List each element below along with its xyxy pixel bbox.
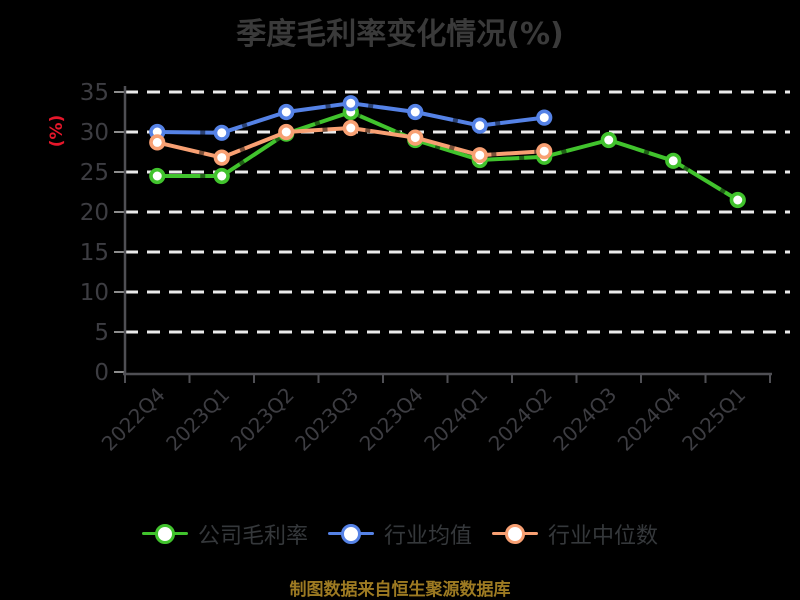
legend-item-行业均值[interactable]: 行业均值	[327, 518, 472, 550]
y-tick-label: 5	[94, 320, 109, 346]
data-point-公司毛利率-2024Q4	[665, 152, 682, 169]
legend-marker-icon	[141, 523, 188, 545]
x-tick-label: 2023Q3	[290, 383, 363, 456]
x-tick-label: 2025Q1	[677, 383, 750, 456]
legend-label: 行业均值	[383, 524, 472, 549]
data-point-公司毛利率-2024Q3	[600, 131, 617, 149]
y-tick-label: 35	[80, 80, 109, 106]
chart-title: 季度毛利率变化情况(%)	[236, 17, 564, 52]
data-point-行业中位数-2024Q1	[471, 147, 488, 164]
data-point-行业中位数-2023Q4	[407, 129, 424, 146]
legend: 公司毛利率 行业均值 行业中位数	[0, 518, 800, 550]
data-point-行业均值-2023Q3	[342, 95, 359, 112]
data-point-公司毛利率-2022Q4	[149, 167, 166, 185]
x-tick-label: 2023Q2	[226, 383, 299, 456]
x-tick-label: 2023Q4	[355, 383, 428, 456]
data-point-公司毛利率-2025Q1	[729, 191, 746, 209]
y-tick-label: 10	[80, 280, 109, 306]
legend-marker-icon	[492, 523, 538, 545]
data-point-公司毛利率-2023Q1	[213, 167, 230, 185]
series-line-公司毛利率	[155, 110, 740, 202]
legend-item-行业中位数[interactable]: 行业中位数	[492, 518, 658, 550]
data-point-行业中位数-2024Q2	[536, 143, 553, 160]
legend-item-公司毛利率[interactable]: 公司毛利率	[141, 518, 308, 550]
y-tick-label: 20	[80, 200, 109, 226]
data-point-行业均值-2023Q2	[278, 103, 295, 121]
x-tick-label: 2023Q1	[161, 383, 234, 456]
footer-credit: 制图数据来自恒生聚源数据库	[289, 580, 511, 600]
data-point-行业均值-2023Q1	[213, 124, 230, 141]
x-tick-label: 2022Q4	[97, 383, 170, 456]
y-tick-label: 30	[80, 120, 109, 146]
y-tick-label: 15	[80, 240, 109, 266]
legend-label: 公司毛利率	[197, 524, 308, 549]
data-point-行业均值-2024Q1	[471, 117, 488, 134]
legend-marker-icon	[327, 523, 374, 545]
x-tick-label: 2024Q2	[484, 383, 557, 456]
data-point-行业中位数-2022Q4	[149, 134, 166, 151]
y-tick-label: 25	[80, 160, 109, 186]
data-point-行业中位数-2023Q1	[213, 149, 230, 166]
y-tick-label: 0	[94, 360, 109, 386]
x-tick-label: 2024Q1	[419, 383, 492, 456]
legend-label: 行业中位数	[548, 524, 659, 549]
x-tick-label: 2024Q4	[613, 383, 686, 456]
data-point-行业中位数-2023Q3	[342, 119, 359, 137]
y-axis-unit-label: (%)	[47, 115, 67, 148]
data-point-行业均值-2023Q4	[407, 103, 424, 121]
data-point-行业均值-2024Q2	[536, 109, 553, 126]
x-tick-label: 2024Q3	[548, 383, 621, 456]
data-point-行业中位数-2023Q2	[278, 123, 295, 141]
